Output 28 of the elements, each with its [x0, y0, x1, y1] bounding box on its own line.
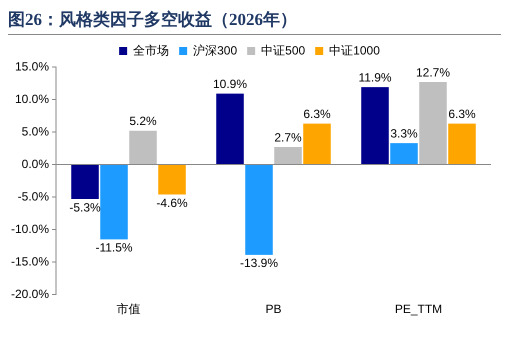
y-tick-label: -20.0% [10, 286, 50, 301]
legend-label: 沪深300 [193, 43, 238, 58]
chart-title: 图26：风格类因子多空收益（2026年） [8, 8, 501, 35]
x-tick-label: PE_TTM [394, 302, 442, 316]
y-tick-label: -10.0% [10, 222, 50, 236]
data-label: 6.3% [448, 106, 476, 121]
data-label: -4.6% [156, 196, 188, 210]
y-tick-label: 5.0% [22, 124, 50, 138]
legend-label: 中证500 [261, 43, 306, 58]
y-tick-label: -15.0% [10, 254, 50, 268]
y-tick-label: 0.0% [22, 156, 50, 171]
data-label: 6.3% [303, 106, 332, 121]
y-tick-label: 15.0% [14, 59, 50, 74]
x-tick-label: 市值 [116, 302, 141, 316]
x-tick-label: PB [266, 302, 282, 316]
legend-label: 全市场 [133, 43, 170, 58]
data-label: 3.3% [390, 126, 418, 140]
data-label: -5.3% [69, 200, 102, 214]
data-label: -13.9% [240, 256, 278, 270]
legend-label: 中证1000 [329, 43, 380, 58]
y-tick-label: 10.0% [14, 92, 50, 106]
data-label: 12.7% [416, 65, 450, 80]
data-label: -11.5% [95, 240, 133, 255]
data-label: 11.9% [358, 70, 392, 84]
y-tick-label: -5.0% [18, 189, 50, 204]
data-label: 10.9% [212, 76, 248, 91]
data-label: 5.2% [129, 114, 158, 128]
data-label: 2.7% [274, 130, 302, 144]
